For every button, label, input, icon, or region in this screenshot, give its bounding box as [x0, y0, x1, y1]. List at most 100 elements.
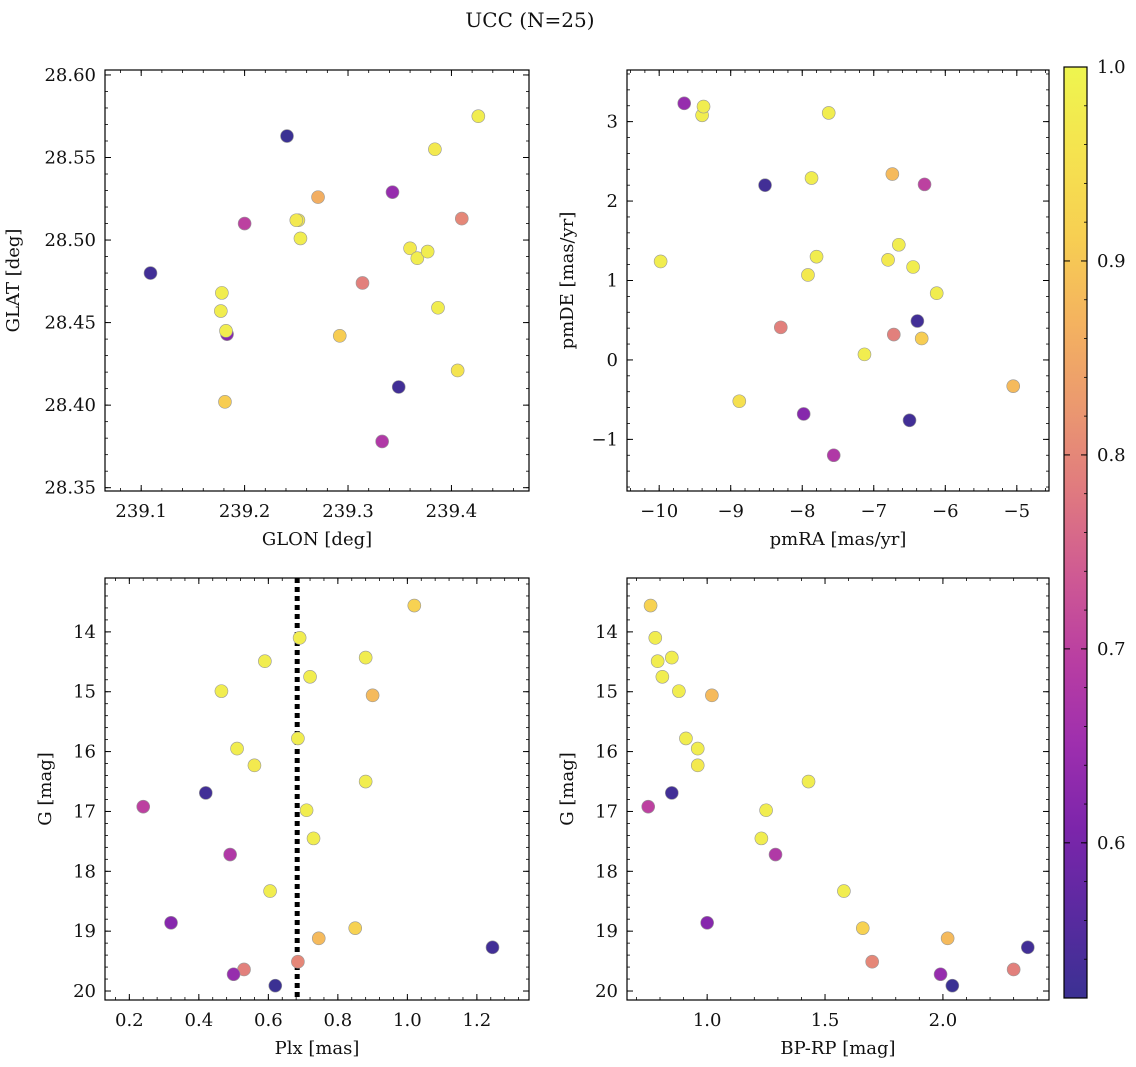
x-tick-label: 2.0	[929, 1010, 958, 1031]
data-point	[885, 167, 900, 181]
data-point	[164, 915, 178, 930]
data-point	[857, 347, 872, 362]
data-point	[214, 684, 229, 698]
x-tick-label: 1.0	[393, 1010, 422, 1031]
y-axis-label: G [mag]	[557, 752, 578, 825]
x-tick-label: 0.6	[254, 1010, 283, 1031]
data-point	[293, 231, 308, 246]
x-tick-label: −10	[640, 501, 678, 522]
y-tick-label: 18	[595, 861, 618, 882]
data-point	[677, 96, 692, 111]
points	[143, 109, 486, 449]
y-tick-label: 3	[607, 112, 618, 133]
colorbar-tick-label: 0.9	[1097, 251, 1126, 272]
data-point	[732, 394, 747, 409]
data-point	[358, 650, 373, 665]
colorbar-tick-label: 0.6	[1097, 833, 1126, 854]
data-point	[754, 831, 769, 846]
points	[641, 598, 1035, 993]
axes-frame	[626, 577, 1050, 1001]
data-point	[664, 786, 679, 800]
x-axis-label: GLON [deg]	[262, 529, 372, 550]
axes-frame	[104, 69, 530, 492]
data-point	[804, 171, 819, 185]
data-point	[690, 741, 705, 756]
x-tick-label: −8	[789, 501, 816, 522]
data-point	[348, 921, 363, 935]
data-point	[700, 915, 714, 930]
x-tick-label: 1.0	[693, 1010, 722, 1031]
x-tick-label: 1.5	[811, 1010, 840, 1031]
y-tick-label: 17	[595, 801, 618, 822]
data-point	[485, 940, 500, 955]
data-point	[263, 884, 277, 898]
data-point	[1006, 962, 1021, 977]
x-tick-label: −7	[860, 501, 887, 522]
y-tick-label: 16	[595, 742, 618, 763]
data-point	[945, 978, 960, 993]
x-tick-label: 0.2	[115, 1010, 144, 1031]
data-point	[643, 598, 658, 613]
data-point	[403, 241, 417, 256]
y-tick-label: 20	[595, 981, 618, 1002]
data-point	[940, 931, 955, 946]
data-point	[837, 884, 851, 898]
x-tick-label: 0.4	[185, 1010, 214, 1031]
colorbar-tick-label: 0.7	[1097, 639, 1126, 660]
colorbar-tick-label: 0.8	[1097, 445, 1126, 466]
data-point	[821, 106, 836, 120]
y-tick-label: 28.45	[44, 313, 96, 334]
y-tick-label: 28.35	[44, 478, 96, 499]
y-tick-label: 28.40	[44, 395, 96, 416]
figure-title: UCC (N=25)	[465, 8, 594, 32]
data-point	[303, 669, 317, 684]
y-tick-label: −1	[591, 429, 618, 450]
data-point	[311, 190, 325, 204]
x-tick-label: 239.4	[426, 501, 478, 522]
y-axis-label: pmDE [mas/yr]	[557, 212, 578, 350]
data-point	[215, 286, 229, 300]
y-tick-label: 18	[73, 861, 96, 882]
data-point	[653, 254, 668, 269]
data-point	[1020, 940, 1035, 955]
data-point	[906, 260, 920, 274]
data-point	[280, 129, 294, 143]
points	[136, 598, 500, 993]
data-point	[672, 684, 686, 698]
data-point	[655, 669, 670, 684]
y-tick-label: 14	[595, 622, 618, 643]
data-point	[311, 931, 326, 946]
data-point	[902, 413, 917, 428]
data-point	[385, 185, 400, 199]
data-point	[914, 331, 929, 346]
data-point	[664, 650, 679, 665]
data-point	[291, 954, 305, 969]
x-tick-label: 1.2	[463, 1010, 492, 1031]
data-point	[268, 978, 283, 993]
x-tick-label: 0.8	[324, 1010, 353, 1031]
data-point	[291, 731, 305, 746]
x-tick-label: −5	[1004, 501, 1031, 522]
y-tick-label: 28.55	[44, 148, 96, 169]
panels: 239.1 239.2 239.3 239.4 28.35 28.40 28.45 28.50…	[3, 65, 1050, 1059]
x-tick-label: −6	[932, 501, 959, 522]
data-point	[796, 407, 811, 421]
data-point	[650, 654, 665, 669]
data-point	[648, 631, 663, 645]
colorbar: 0.6 0.7 0.8 0.9 1.0	[1063, 57, 1126, 999]
data-point	[855, 921, 870, 935]
data-point	[223, 847, 237, 862]
data-point	[391, 380, 406, 394]
axes-frame	[104, 577, 530, 1001]
x-tick-label: −9	[717, 501, 744, 522]
data-point	[826, 448, 841, 463]
data-point	[420, 244, 435, 259]
data-point	[292, 631, 307, 645]
data-point	[237, 216, 252, 231]
data-point	[933, 967, 948, 982]
data-point	[218, 395, 232, 409]
data-point	[431, 300, 445, 315]
data-point	[332, 329, 347, 343]
